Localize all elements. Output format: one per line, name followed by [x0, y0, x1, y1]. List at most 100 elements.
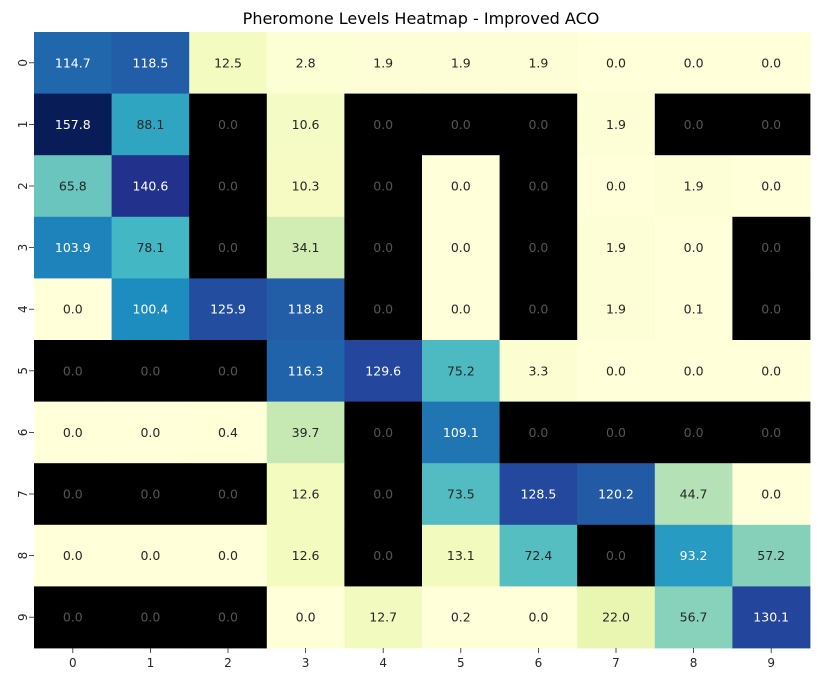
heatmap-cell — [422, 463, 500, 526]
cell-value-label: 1.9 — [451, 55, 471, 70]
cell-value-label: 109.1 — [443, 425, 479, 440]
cell-value-label: 1.9 — [606, 302, 626, 317]
heatmap-cell — [577, 278, 656, 341]
cell-value-label: 0.0 — [606, 179, 626, 194]
chart-title: Pheromone Levels Heatmap - Improved ACO — [243, 9, 600, 28]
heatmap-cell — [577, 216, 656, 279]
y-tick-label: 9 — [16, 613, 30, 621]
cell-value-label: 0.0 — [761, 55, 781, 70]
heatmap-cell — [577, 93, 656, 156]
obstacle-cell — [189, 340, 268, 402]
cell-value-label: 13.1 — [447, 548, 475, 563]
cell-value-label: 0.2 — [451, 610, 471, 625]
cell-value-label: 0.0 — [684, 55, 704, 70]
heatmap-cell — [422, 155, 500, 218]
obstacle-cell — [344, 463, 423, 526]
cell-value-label: 0.0 — [373, 487, 393, 502]
cell-value-label: 0.0 — [373, 302, 393, 317]
cell-value-label: 118.8 — [288, 302, 324, 317]
heatmap-cell — [189, 32, 268, 94]
x-tick-label: 7 — [612, 656, 620, 670]
cell-value-label: 39.7 — [292, 425, 320, 440]
heatmap-cell — [34, 524, 112, 587]
heatmap-cell — [266, 93, 345, 156]
heatmap-cell — [266, 155, 345, 218]
cell-value-label: 0.0 — [63, 487, 83, 502]
heatmap-cell — [577, 340, 656, 402]
cell-value-label: 93.2 — [680, 548, 708, 563]
heatmap-cell — [732, 32, 811, 94]
heatmap-cell — [732, 155, 811, 218]
obstacle-cell — [344, 155, 423, 218]
cell-value-label: 0.0 — [528, 179, 548, 194]
y-tick-label: 4 — [16, 305, 30, 313]
cell-value-label: 10.6 — [292, 117, 320, 132]
heatmap-cell — [654, 586, 733, 649]
cell-value-label: 0.0 — [528, 240, 548, 255]
cell-value-label: 100.4 — [133, 302, 169, 317]
y-tick-label: 2 — [16, 182, 30, 190]
cell-value-label: 44.7 — [680, 487, 708, 502]
cell-value-label: 0.0 — [63, 548, 83, 563]
heatmap-cell — [111, 278, 190, 341]
cell-value-label: 0.0 — [218, 117, 238, 132]
obstacle-cell — [499, 216, 578, 279]
cell-value-label: 0.0 — [140, 487, 160, 502]
heatmap-cell — [34, 155, 112, 218]
obstacle-cell — [344, 216, 423, 279]
y-tick-label: 6 — [16, 429, 30, 437]
cell-value-label: 0.0 — [140, 610, 160, 625]
obstacle-cell — [499, 278, 578, 341]
x-tick-label: 5 — [457, 656, 465, 670]
cell-value-label: 12.5 — [214, 55, 242, 70]
heatmap-cell — [344, 340, 423, 402]
cell-value-label: 0.0 — [218, 487, 238, 502]
heatmap-cells: 114.7 118.5 12.5 2.8 1.9 1.9 1.9 0.0 0.0 0.0 157.8… — [34, 32, 811, 649]
heatmap-cell — [34, 401, 112, 464]
cell-value-label: 0.0 — [606, 363, 626, 378]
cell-value-label: 116.3 — [288, 363, 324, 378]
obstacle-cell — [577, 524, 656, 587]
obstacle-cell — [732, 278, 811, 341]
cell-value-label: 12.7 — [369, 610, 397, 625]
obstacle-cell — [189, 586, 268, 649]
heatmap-cell — [422, 278, 500, 341]
cell-value-label: 0.0 — [140, 363, 160, 378]
heatmap-cell — [34, 216, 112, 279]
heatmap-cell — [189, 401, 268, 464]
heatmap-cell — [266, 340, 345, 402]
cell-value-label: 157.8 — [55, 117, 91, 132]
heatmap-cell — [266, 216, 345, 279]
cell-value-label: 128.5 — [521, 487, 557, 502]
cell-value-label: 0.0 — [373, 425, 393, 440]
cell-value-label: 0.0 — [63, 425, 83, 440]
heatmap-cell — [499, 32, 578, 94]
obstacle-cell — [344, 93, 423, 156]
cell-value-label: 0.1 — [684, 302, 704, 317]
cell-value-label: 0.0 — [606, 55, 626, 70]
heatmap-cell — [499, 586, 578, 649]
cell-value-label: 0.0 — [761, 425, 781, 440]
obstacle-cell — [111, 586, 190, 649]
cell-value-label: 0.0 — [63, 610, 83, 625]
obstacle-cell — [732, 93, 811, 156]
cell-value-label: 3.3 — [528, 363, 548, 378]
cell-value-label: 0.0 — [218, 179, 238, 194]
obstacle-cell — [499, 155, 578, 218]
heatmap-cell — [577, 32, 656, 94]
heatmap-cell — [266, 32, 345, 94]
x-tick-label: 8 — [690, 656, 698, 670]
obstacle-cell — [654, 93, 733, 156]
heatmap-cell — [266, 463, 345, 526]
y-tick-label: 0 — [16, 59, 30, 67]
cell-value-label: 140.6 — [133, 179, 169, 194]
cell-value-label: 34.1 — [292, 240, 320, 255]
cell-value-label: 0.0 — [451, 240, 471, 255]
x-tick-label: 0 — [69, 656, 77, 670]
heatmap-cell — [344, 32, 423, 94]
x-tick-label: 4 — [379, 656, 387, 670]
cell-value-label: 0.0 — [606, 548, 626, 563]
obstacle-cell — [189, 155, 268, 218]
heatmap-cell — [732, 524, 811, 587]
